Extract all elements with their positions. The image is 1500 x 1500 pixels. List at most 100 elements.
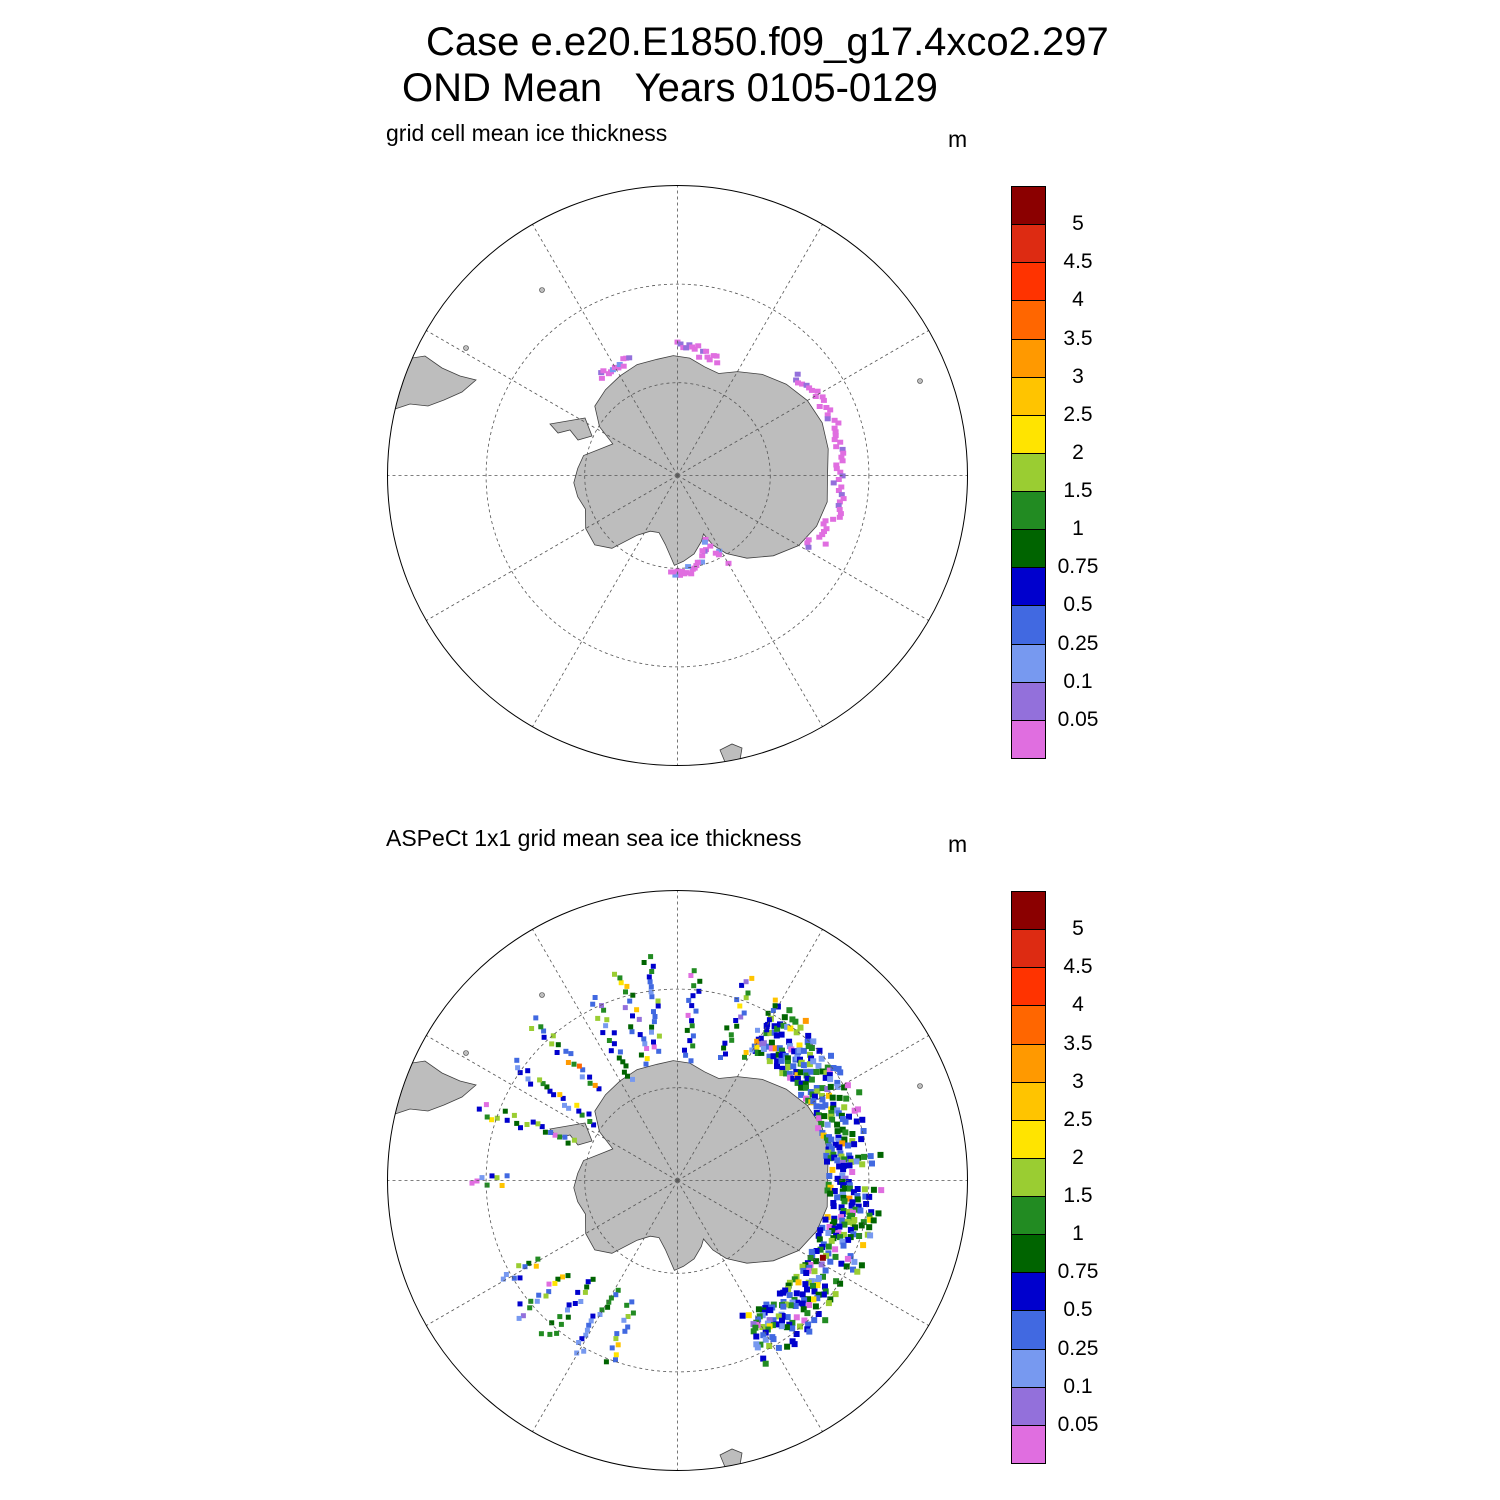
- ice-cell: [806, 1302, 813, 1308]
- ice-cell: [535, 1256, 541, 1262]
- ice-cell: [500, 1276, 506, 1282]
- ice-cell: [583, 1332, 589, 1338]
- ice-cell: [600, 1030, 606, 1036]
- ice-cell: [815, 1232, 822, 1239]
- ice-cell: [850, 1220, 857, 1227]
- ice-cell: [766, 1053, 773, 1060]
- colorbar-tick-label: 0.5: [1063, 1298, 1093, 1322]
- ice-cell: [808, 1248, 815, 1255]
- ice-cell: [622, 1328, 628, 1334]
- ice-cell: [822, 1102, 829, 1109]
- ice-cell: [634, 1007, 640, 1013]
- ice-cell: [772, 997, 778, 1003]
- ice-cell: [694, 559, 701, 565]
- landmasses: [549, 1060, 829, 1271]
- ice-cell: [805, 1032, 812, 1039]
- ice-cell: [586, 1322, 592, 1328]
- ice-cell: [614, 1331, 620, 1337]
- ice-cell: [838, 484, 845, 490]
- ice-cell: [849, 1138, 856, 1145]
- ice-cell: [795, 1279, 802, 1286]
- ice-cell: [800, 1047, 807, 1054]
- ice-cell: [651, 1009, 656, 1015]
- island-land: [719, 1448, 743, 1468]
- ice-cell: [846, 1185, 853, 1192]
- colorbar-swatch: [1011, 681, 1046, 721]
- ice-cell: [613, 1357, 618, 1363]
- ice-cell: [781, 1014, 788, 1021]
- ice-cell: [753, 1333, 760, 1340]
- ice-cell: [616, 1055, 622, 1061]
- ice-cell: [844, 1082, 851, 1089]
- island-land: [719, 743, 743, 763]
- ice-cell: [630, 1013, 635, 1019]
- ice-cell: [783, 1324, 790, 1331]
- ice-cell: [649, 969, 655, 974]
- colorbar-swatch: [1011, 605, 1046, 645]
- ice-cell: [816, 1236, 823, 1243]
- ice-cell: [855, 1203, 862, 1210]
- island-land: [539, 992, 545, 998]
- ice-cell: [649, 1024, 655, 1030]
- ice-cell: [798, 1091, 805, 1098]
- meridian-line: [426, 330, 678, 476]
- ice-cell: [842, 1118, 849, 1125]
- ice-cell: [565, 1314, 571, 1320]
- ice-cell: [787, 1074, 794, 1081]
- ice-cell: [803, 1084, 809, 1091]
- ice-cell: [791, 1341, 798, 1348]
- ice-cell: [855, 1106, 861, 1113]
- ice-cell: [571, 1137, 577, 1143]
- ice-cell: [830, 1101, 837, 1108]
- ice-cell: [789, 1325, 796, 1332]
- ice-cell: [668, 569, 675, 575]
- ice-cell: [541, 1028, 547, 1034]
- ice-cell: [779, 1065, 786, 1072]
- ice-cell: [827, 1083, 834, 1090]
- colorbar-tick-label: 4.5: [1063, 955, 1093, 979]
- ice-cell: [690, 1033, 696, 1039]
- ice-cell: [836, 507, 843, 512]
- ice-cell: [786, 1292, 793, 1299]
- ice-cell: [804, 540, 811, 546]
- colorbar-swatch: [1011, 262, 1046, 302]
- ice-cell: [749, 975, 755, 981]
- colorbar-swatch: [1011, 300, 1046, 340]
- ice-cell: [524, 1122, 530, 1127]
- ice-cell: [642, 1041, 648, 1047]
- ice-cell: [774, 1025, 781, 1032]
- ice-cell: [779, 1047, 785, 1054]
- colorbar-swatch: [1011, 1119, 1046, 1159]
- ice-cell: [737, 1003, 743, 1009]
- ice-cell: [799, 381, 806, 387]
- ice-cell: [835, 1110, 842, 1117]
- ice-cell: [803, 1270, 810, 1276]
- ice-cell: [846, 1215, 853, 1222]
- ice-cell: [529, 1026, 535, 1031]
- ice-cell: [557, 1134, 563, 1140]
- ice-cell: [725, 560, 732, 566]
- ice-cell: [538, 1331, 544, 1337]
- ice-cell: [620, 363, 627, 369]
- ice-cell: [581, 1348, 587, 1354]
- ice-cell: [617, 975, 623, 981]
- ice-cell: [878, 1187, 885, 1194]
- ice-cell: [794, 1075, 801, 1082]
- ice-cell: [810, 1098, 817, 1105]
- ice-cell: [818, 1261, 825, 1268]
- ice-cell: [839, 458, 846, 464]
- ice-cell: [849, 1131, 856, 1137]
- ice-cell: [590, 1276, 596, 1282]
- ice-cell: [832, 1291, 839, 1298]
- ice-cell: [770, 1317, 777, 1324]
- colorbar-tick-label: 0.25: [1057, 1336, 1099, 1360]
- polar-map: [387, 890, 968, 1471]
- ice-cell: [819, 1085, 826, 1092]
- ice-cell: [819, 1068, 826, 1075]
- ice-cell: [839, 1172, 846, 1179]
- ice-cell: [824, 1086, 831, 1092]
- ice-cell: [548, 1130, 554, 1135]
- ice-cell: [484, 1182, 490, 1188]
- ice-cell: [615, 1287, 621, 1293]
- ice-cell: [655, 998, 661, 1004]
